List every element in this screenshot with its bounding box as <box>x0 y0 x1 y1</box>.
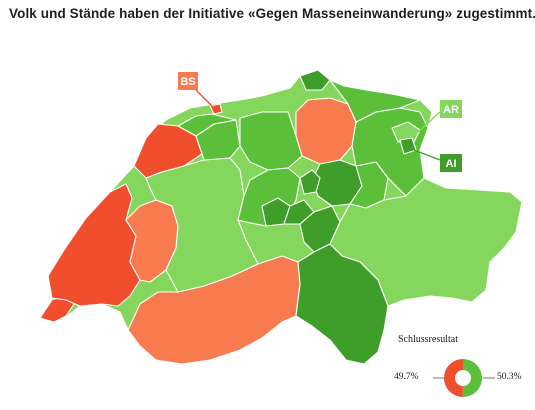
donut-slice-yes <box>462 359 483 397</box>
headline: Volk und Stände haben der Initiative «Ge… <box>9 6 535 21</box>
tag-ar: AR <box>417 100 462 133</box>
canton-vaud <box>47 183 141 307</box>
canton-appenzell-innerrhoden <box>399 137 417 155</box>
tag-ai: AI <box>413 149 462 172</box>
result-yes-label: 50.3% <box>497 372 522 382</box>
canton-thurgau <box>329 79 421 123</box>
tag-bs: BS <box>178 72 213 107</box>
svg-text:AR: AR <box>443 104 459 116</box>
canton-ticino <box>295 243 389 365</box>
canton-appenzell-ausserrhoden <box>391 121 421 143</box>
svg-text:BS: BS <box>180 76 195 88</box>
result-title: Schlussresultat <box>398 334 458 345</box>
canton-aargau <box>239 111 303 171</box>
canton-schaffhausen <box>299 69 331 91</box>
canton-basel-stadt <box>209 103 223 115</box>
donut-slice-no <box>444 359 463 397</box>
canton-basel-land <box>177 113 237 137</box>
result-donut <box>444 359 483 397</box>
canton-zug <box>299 169 321 195</box>
svg-text:AI: AI <box>446 158 457 170</box>
result-no-label: 49.7% <box>394 372 419 382</box>
